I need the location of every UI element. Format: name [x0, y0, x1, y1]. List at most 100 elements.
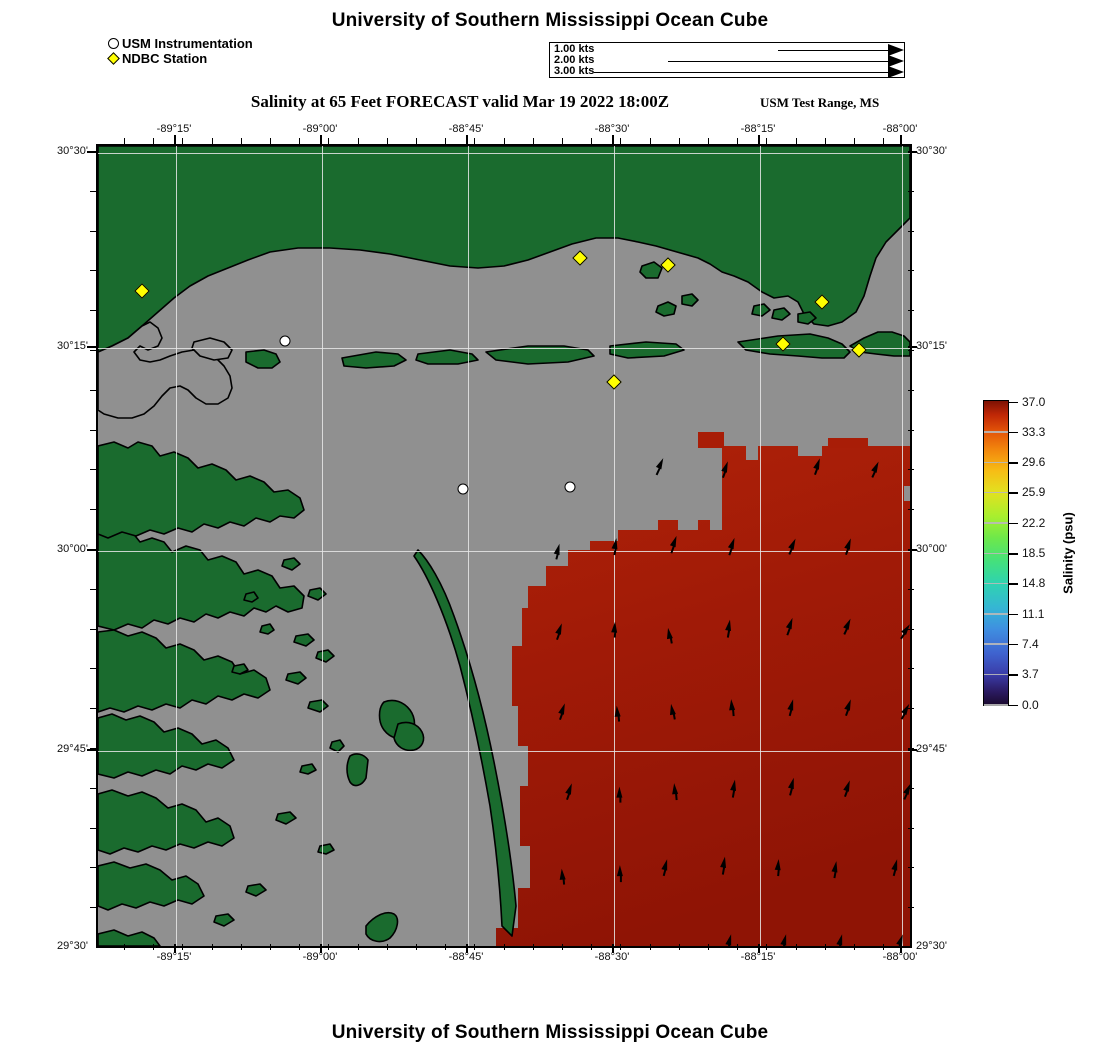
axis-tick	[562, 944, 564, 950]
axis-tick	[299, 944, 301, 950]
axis-tick	[737, 944, 739, 950]
axis-tick-label-lon: -89°15'	[156, 123, 192, 135]
vector-arrowhead	[888, 44, 904, 56]
current-vector-arrow	[670, 783, 680, 801]
axis-tick-label-lat: 30°30'	[916, 145, 947, 157]
vector-arrowhead	[888, 66, 904, 78]
axis-tick	[474, 138, 476, 144]
arrow-shaft	[672, 713, 676, 720]
axis-tick	[90, 748, 96, 750]
axis-tick	[908, 828, 914, 830]
axis-tick	[90, 509, 96, 511]
axis-tick	[679, 138, 681, 144]
footer-title: University of Southern Mississippi Ocean…	[331, 1022, 769, 1043]
axis-tick	[124, 944, 126, 950]
arrow-head	[613, 705, 621, 718]
axis-tick-label-lon: -89°00'	[302, 951, 338, 963]
axis-tick	[908, 191, 914, 193]
usm-instrumentation-marker[interactable]	[279, 335, 291, 347]
colorbar-tick	[1009, 522, 1018, 525]
arrow-shaft	[613, 548, 617, 556]
axis-tick	[299, 138, 301, 144]
axis-tick	[908, 430, 914, 432]
axis-tick	[533, 944, 535, 950]
axis-tick	[620, 944, 622, 950]
diamond-marker-icon	[107, 52, 120, 65]
gridline-meridian	[176, 146, 178, 946]
axis-tick	[900, 135, 902, 144]
colorbar-tick-label: 0.0	[1022, 697, 1039, 712]
axis-tick	[466, 944, 468, 953]
axis-tick	[90, 907, 96, 909]
colorbar-tick-label: 33.3	[1022, 424, 1046, 439]
vector-shaft	[778, 50, 888, 52]
circle-marker-icon	[108, 38, 119, 49]
gridline-parallel	[98, 551, 910, 553]
usm-instrumentation-marker[interactable]	[457, 483, 469, 495]
axis-tick	[90, 350, 96, 352]
colorbar-level-separator	[984, 673, 1008, 676]
usm-instrumentation-marker[interactable]	[564, 481, 576, 493]
axis-tick	[908, 346, 917, 348]
axis-tick	[737, 138, 739, 144]
axis-tick	[90, 828, 96, 830]
axis-tick	[908, 708, 914, 710]
vector-shaft	[558, 72, 888, 74]
colorbar-tick	[1009, 492, 1018, 494]
axis-tick-label-lat: 30°00'	[916, 543, 947, 555]
arrow-shaft	[833, 871, 837, 879]
axis-tick	[445, 944, 447, 950]
axis-tick	[854, 944, 856, 950]
axis-tick-label-lon: -88°00'	[882, 951, 918, 963]
axis-tick	[87, 346, 96, 348]
axis-tick	[591, 944, 593, 950]
map-symbol-legend: USM Instrumentation NDBC Station	[107, 36, 253, 66]
axis-tick-label-lon: -88°45'	[448, 951, 484, 963]
vector-scale-legend: 1.00 kts 2.00 kts 3.00 kts	[549, 42, 905, 78]
colorbar-level-separator	[984, 582, 1008, 585]
axis-tick	[758, 135, 760, 144]
axis-tick	[90, 469, 96, 471]
axis-tick	[908, 310, 914, 312]
arrow-shaft	[731, 789, 736, 799]
map-canvas[interactable]	[96, 144, 912, 948]
legend-item-ndbc-station: NDBC Station	[107, 51, 253, 66]
colorbar-level-separator	[984, 522, 1008, 524]
colorbar-tick-label: 29.6	[1022, 455, 1046, 470]
axis-tick	[320, 135, 322, 144]
axis-tick	[270, 138, 272, 144]
legend-label-usm: USM Instrumentation	[122, 36, 253, 51]
gridline-parallel	[98, 153, 910, 155]
axis-tick	[90, 867, 96, 869]
current-vector-arrow	[558, 868, 568, 886]
axis-tick	[533, 138, 535, 144]
coastline-land	[98, 146, 910, 946]
arrow-shaft	[669, 637, 673, 644]
axis-tick-label-lat: 30°15'	[916, 340, 947, 352]
gridline-meridian	[902, 146, 904, 946]
arrow-head	[611, 537, 619, 550]
axis-tick	[908, 509, 914, 511]
arrow-shaft	[619, 796, 622, 803]
arrow-head	[831, 860, 839, 873]
axis-tick	[328, 138, 330, 144]
current-vector-arrow	[616, 786, 623, 803]
axis-tick-label-lat: 30°15'	[57, 340, 88, 352]
axis-tick	[416, 944, 418, 950]
axis-tick	[241, 944, 243, 950]
gridline-meridian	[614, 146, 616, 946]
axis-tick	[612, 944, 614, 953]
vector-scale-label-2: 2.00 kts	[554, 54, 595, 66]
colorbar-tick-label: 3.7	[1022, 667, 1039, 682]
arrow-head	[668, 703, 676, 716]
colorbar-tick	[1009, 613, 1018, 616]
arrow-head	[730, 779, 738, 792]
colorbar-tick-label: 37.0	[1022, 394, 1046, 409]
axis-tick	[241, 138, 243, 144]
colorbar-tick	[1009, 553, 1018, 555]
axis-tick	[328, 944, 330, 950]
colorbar-tick	[1009, 401, 1018, 404]
axis-tick	[908, 350, 914, 352]
axis-tick	[908, 549, 917, 551]
current-vector-arrow	[616, 865, 623, 883]
